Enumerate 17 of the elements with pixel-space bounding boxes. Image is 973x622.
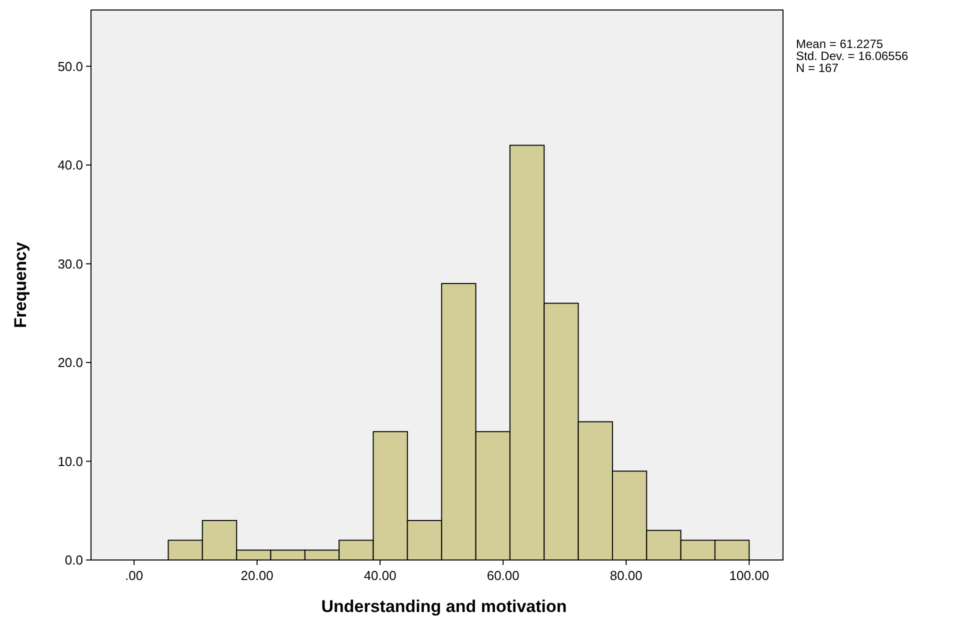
x-tick-label: 80.00: [610, 568, 642, 583]
y-axis-title: Frequency: [11, 241, 30, 328]
y-tick-label: 10.0: [58, 454, 83, 469]
text: N = 167: [796, 61, 839, 75]
x-tick-label: 20.00: [240, 568, 274, 583]
x-tick-label: 60.00: [486, 568, 520, 583]
y-tick-label: 30.0: [58, 256, 83, 272]
text: Std. Dev. = 16.06556: [796, 49, 909, 63]
text: Mean = 61.2275: [796, 37, 884, 51]
y-tick-label: 0.0: [64, 552, 83, 568]
y-tick-label: 20.0: [58, 355, 83, 370]
x-tick-label: 100.00: [729, 568, 770, 583]
x-tick-label: .00: [125, 568, 144, 583]
x-axis-title: Understanding and motivation: [321, 597, 567, 616]
y-tick-label: 50.0: [58, 58, 83, 74]
y-tick-label: 40.0: [58, 158, 83, 173]
x-tick-label: 40.00: [364, 568, 396, 583]
